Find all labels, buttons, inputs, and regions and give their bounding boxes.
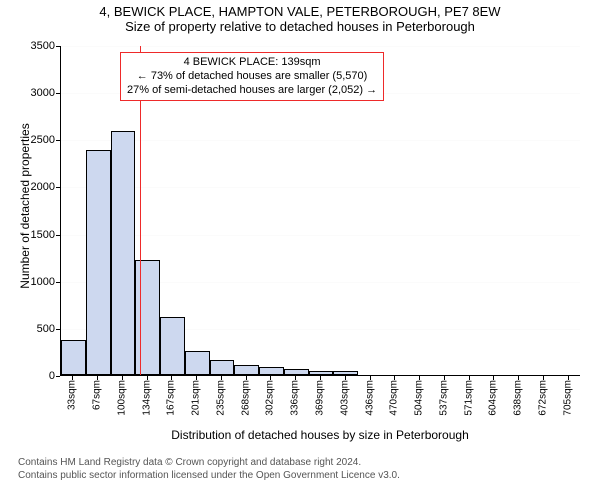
histogram-bar [333, 371, 358, 375]
x-tick-label: 604sqm [488, 380, 499, 416]
annotation-line: 27% of semi-detached houses are larger (… [127, 84, 377, 98]
histogram-bar [86, 150, 111, 375]
y-tick-label: 1500 [5, 229, 55, 241]
x-tick-label: 369sqm [315, 380, 326, 416]
histogram-bar [309, 371, 334, 375]
footer-attribution: Contains HM Land Registry data © Crown c… [18, 456, 600, 482]
annotation-line: ← 73% of detached houses are smaller (5,… [127, 70, 377, 84]
annotation-callout: 4 BEWICK PLACE: 139sqm← 73% of detached … [120, 52, 384, 101]
x-tick-label: 235sqm [215, 380, 226, 416]
x-tick-label: 504sqm [414, 380, 425, 416]
y-tick-label: 1000 [5, 276, 55, 288]
y-tick-mark [56, 282, 60, 283]
y-tick-mark [56, 329, 60, 330]
y-tick-mark [56, 376, 60, 377]
y-tick-label: 2000 [5, 181, 55, 193]
x-tick-label: 672sqm [537, 380, 548, 416]
histogram-bar [111, 131, 136, 375]
x-tick-label: 167sqm [166, 380, 177, 416]
y-tick-mark [56, 93, 60, 94]
histogram-bar [185, 351, 210, 375]
x-tick-label: 436sqm [364, 380, 375, 416]
chart-figure: Number of detached properties Distributi… [0, 36, 600, 456]
y-tick-label: 3500 [5, 40, 55, 52]
histogram-bar [284, 369, 309, 375]
page-title-line2: Size of property relative to detached ho… [0, 19, 600, 34]
y-tick-label: 500 [5, 323, 55, 335]
x-tick-label: 403sqm [339, 380, 350, 416]
x-tick-label: 134sqm [141, 380, 152, 416]
x-tick-label: 33sqm [67, 380, 78, 410]
x-tick-label: 67sqm [92, 380, 103, 410]
x-tick-label: 537sqm [438, 380, 449, 416]
page-title-line1: 4, BEWICK PLACE, HAMPTON VALE, PETERBORO… [0, 4, 600, 19]
footer-line2: Contains public sector information licen… [18, 469, 600, 482]
x-tick-label: 470sqm [389, 380, 400, 416]
histogram-bar [160, 317, 185, 375]
histogram-bar [210, 360, 235, 375]
x-tick-label: 336sqm [290, 380, 301, 416]
x-tick-label: 705sqm [562, 380, 573, 416]
histogram-bar [234, 365, 259, 375]
y-tick-mark [56, 46, 60, 47]
x-tick-label: 638sqm [513, 380, 524, 416]
annotation-line: 4 BEWICK PLACE: 139sqm [127, 56, 377, 70]
y-tick-label: 0 [5, 370, 55, 382]
y-tick-mark [56, 140, 60, 141]
x-tick-label: 571sqm [463, 380, 474, 416]
x-tick-label: 268sqm [240, 380, 251, 416]
y-tick-label: 2500 [5, 134, 55, 146]
y-tick-mark [56, 235, 60, 236]
y-tick-label: 3000 [5, 87, 55, 99]
footer-line1: Contains HM Land Registry data © Crown c… [18, 456, 600, 469]
y-tick-mark [56, 187, 60, 188]
x-tick-label: 302sqm [265, 380, 276, 416]
histogram-bar [259, 367, 284, 375]
x-tick-label: 201sqm [191, 380, 202, 416]
x-tick-label: 100sqm [116, 380, 127, 416]
x-axis-label: Distribution of detached houses by size … [60, 428, 580, 442]
histogram-bar [61, 340, 86, 375]
